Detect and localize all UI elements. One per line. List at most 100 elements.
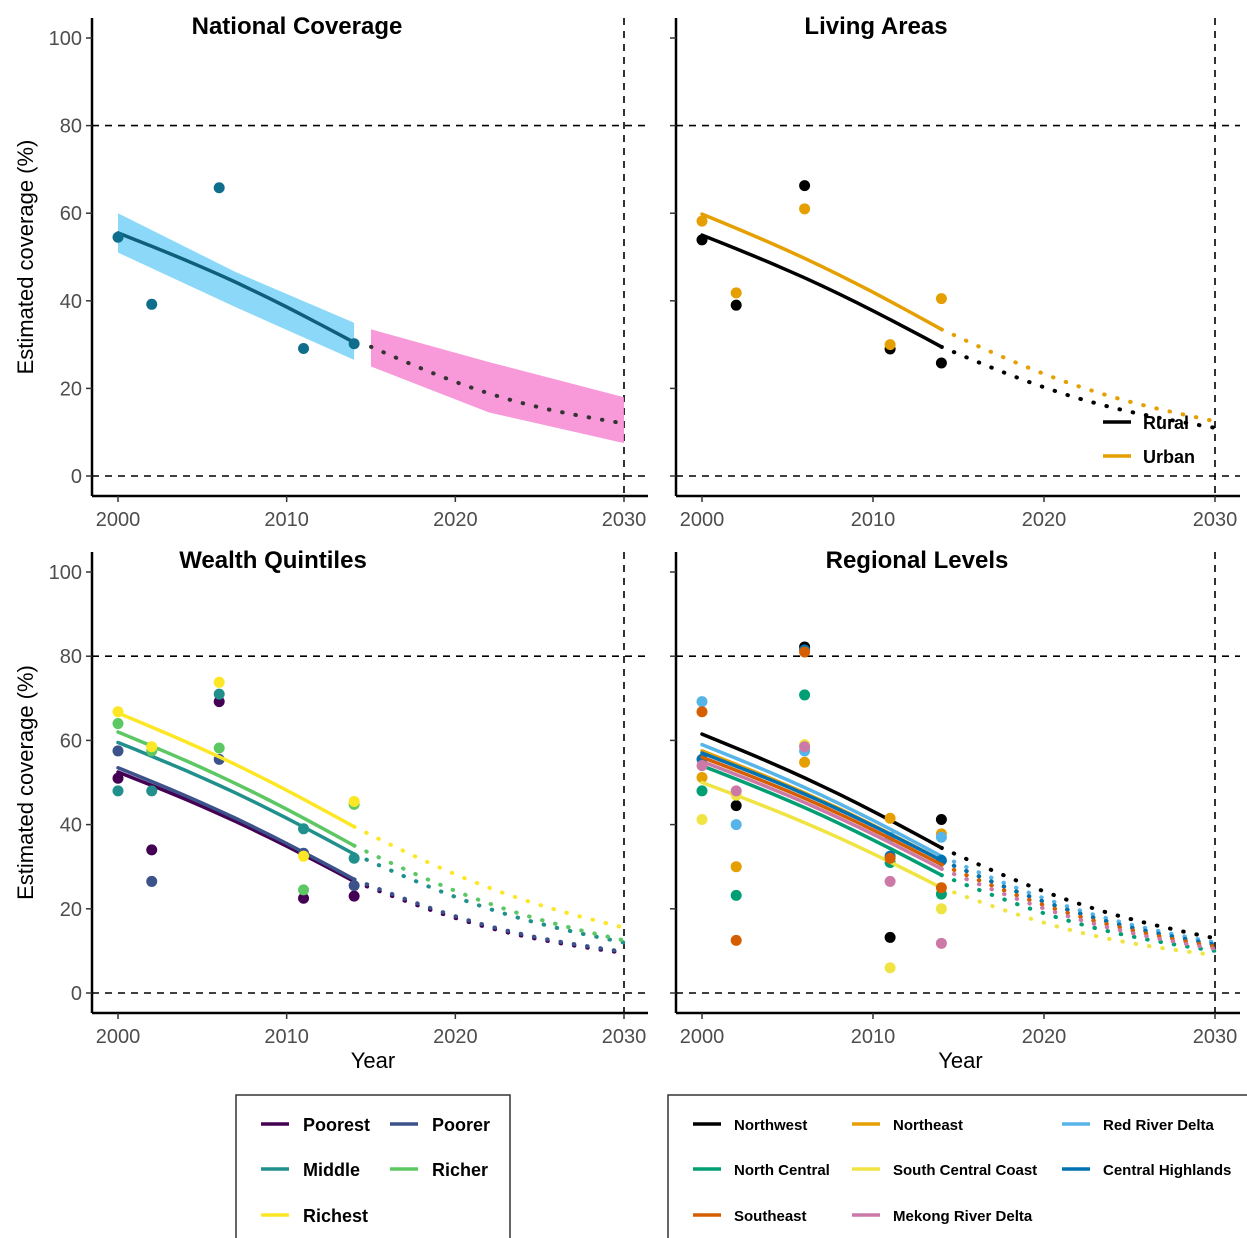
data-point-richest: [348, 795, 360, 807]
data-point-rural: [696, 234, 708, 246]
data-point-national: [213, 182, 225, 194]
data-point-middle: [146, 785, 158, 797]
data-point-red-river-delta: [696, 696, 708, 708]
legend-label-northwest: Northwest: [734, 1117, 807, 1134]
x-tick-label: 2030: [1193, 509, 1238, 531]
data-point-poorer: [112, 745, 124, 757]
data-point-richest: [298, 850, 310, 862]
legend-label-poorest: Poorest: [303, 1115, 370, 1135]
legend-label-poorer: Poorer: [432, 1115, 490, 1135]
panel-4: 2000 2010 2020 2030 Regional Levels Year: [670, 547, 1240, 1073]
panel-3: 2000 2010 2020 2030 0 20 40 60 80 100 Wealth Quint…: [13, 547, 648, 1073]
data-point-mekong-river-delta: [935, 937, 947, 949]
y-tick-label: 0: [71, 466, 82, 488]
data-point-urban: [730, 287, 742, 299]
data-point-north-central: [696, 785, 708, 797]
y-tick-label: 40: [60, 815, 82, 837]
legend-label-richest: Richest: [303, 1206, 368, 1226]
data-point-poorest: [213, 696, 225, 708]
x-tick-label: 2000: [96, 1026, 141, 1048]
x-tick-label: 2020: [1022, 509, 1067, 531]
data-point-northeast: [696, 771, 708, 783]
data-point-poorer: [146, 875, 158, 887]
data-point-red-river-delta: [935, 831, 947, 843]
data-point-southeast: [935, 882, 947, 894]
data-point-poorest: [146, 844, 158, 856]
fit-line-rural: [700, 233, 944, 349]
data-point-rural: [730, 299, 742, 311]
y-tick-label: 20: [60, 378, 82, 400]
legend-label-north-central: North Central: [734, 1162, 830, 1179]
fit-line-north-central: [700, 763, 944, 877]
data-point-northwest: [884, 931, 896, 943]
fit-line-poorest: [116, 770, 356, 884]
data-point-north-central: [730, 889, 742, 901]
data-point-national: [146, 298, 158, 310]
x-tick-label: 2030: [1193, 1026, 1238, 1048]
data-point-urban: [935, 293, 947, 305]
projection-line-poorest: [352, 879, 626, 955]
panel-title: Living Areas: [804, 13, 947, 40]
data-point-northeast: [730, 861, 742, 873]
projection-band: [371, 329, 624, 444]
data-point-poorer: [348, 880, 360, 892]
panel-title: National Coverage: [192, 13, 403, 40]
x-tick-label: 2030: [602, 509, 647, 531]
data-point-northwest: [935, 814, 947, 826]
panel-2: 2000 2010 2020 2030 Living Areas Rural Urban: [670, 13, 1240, 531]
fit-line-northwest: [700, 732, 944, 850]
fit-line-richer: [116, 730, 356, 848]
legend-label-central-highlands: Central Highlands: [1103, 1162, 1231, 1179]
x-tick-label: 2010: [264, 509, 309, 531]
data-point-poorest: [112, 772, 124, 784]
x-tick-label: 2030: [602, 1026, 647, 1048]
legend-box: [667, 1094, 1247, 1238]
data-point-poorest: [298, 892, 310, 904]
fit-confidence-band: [118, 213, 355, 360]
y-tick-label: 80: [60, 116, 82, 138]
x-tick-label: 2010: [264, 1026, 309, 1048]
data-point-poorest: [348, 890, 360, 902]
data-point-southeast: [696, 706, 708, 718]
x-tick-label: 2020: [433, 509, 478, 531]
x-tick-label: 2020: [433, 1026, 478, 1048]
projection-line-richest: [352, 824, 626, 930]
data-point-northeast: [799, 756, 811, 768]
data-point-mekong-river-delta: [884, 875, 896, 887]
fit-line-poorer: [116, 766, 356, 882]
data-point-richest: [112, 706, 124, 718]
data-point-south-central-coast: [884, 962, 896, 974]
data-point-northeast: [884, 812, 896, 824]
panel-title: Regional Levels: [826, 547, 1009, 574]
data-point-richest: [213, 676, 225, 688]
data-point-southeast: [799, 646, 811, 658]
x-tick-label: 2010: [851, 509, 896, 531]
x-axis-title: Year: [351, 1048, 395, 1073]
fit-line-south-central-coast: [700, 780, 944, 890]
projection-line-red-river-delta: [939, 854, 1217, 945]
legend-label-southeast: Southeast: [734, 1208, 807, 1225]
fit-line-national: [116, 231, 356, 345]
fit-line-red-river-delta: [700, 742, 944, 858]
fit-line-richest: [116, 711, 356, 829]
y-axis-title: Estimated coverage (%): [13, 665, 38, 900]
data-point-richer: [112, 718, 124, 730]
fit-line-southeast: [700, 755, 944, 867]
y-axis-title: Estimated coverage (%): [13, 140, 38, 375]
fit-line-central-highlands: [700, 751, 944, 863]
data-point-red-river-delta: [730, 819, 742, 831]
data-point-national: [298, 343, 310, 355]
fit-line-mekong-river-delta: [700, 759, 944, 871]
data-point-rural: [799, 180, 811, 192]
legend-regional-levels: Northwest Northeast Red River Delta North C…: [667, 1094, 1247, 1238]
data-point-south-central-coast: [696, 814, 708, 826]
fit-line-urban: [700, 212, 944, 332]
data-point-richer: [213, 742, 225, 754]
y-tick-label: 20: [60, 899, 82, 921]
data-point-mekong-river-delta: [730, 785, 742, 797]
legend-label-rural: Rural: [1143, 413, 1189, 433]
fit-line-middle: [116, 740, 356, 856]
projection-line-southeast: [939, 862, 1217, 949]
legend-living-areas: Rural Urban: [1103, 413, 1195, 467]
